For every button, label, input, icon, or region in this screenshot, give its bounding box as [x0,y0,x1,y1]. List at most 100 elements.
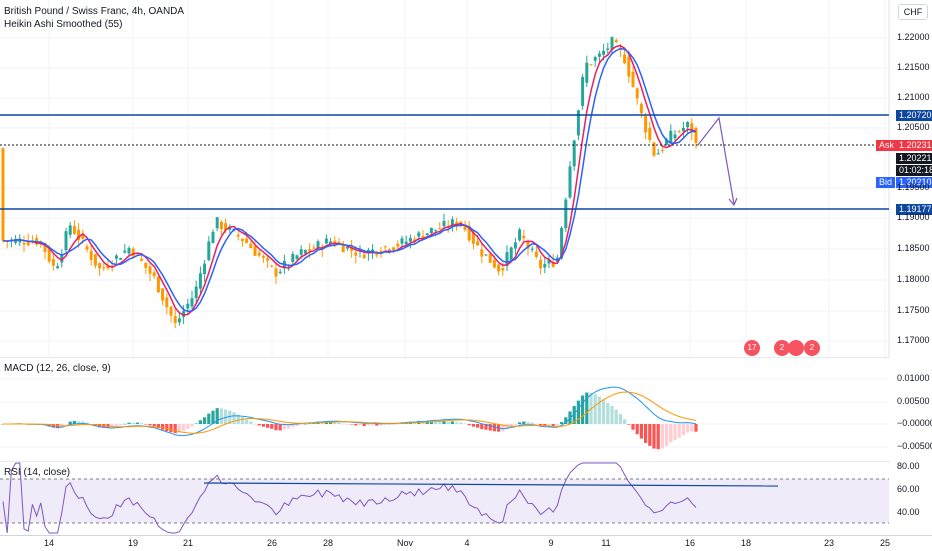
candle-body [68,225,72,235]
macd-histogram-bar [644,424,648,443]
macd-histogram-bar [110,424,114,428]
currency-button[interactable]: CHF [898,4,928,20]
macd-histogram-bar [635,424,639,435]
candle-body [345,246,349,249]
event-marker-flag-icon[interactable] [788,340,804,356]
macd-histogram-bar [467,424,471,426]
macd-histogram-bar [329,421,333,424]
macd-histogram-bar [480,424,484,430]
macd-histogram-bar [555,424,559,426]
candle-body [207,241,211,261]
macd-histogram-bar [375,424,379,426]
event-marker-flag-icon[interactable]: 2 [804,340,820,356]
macd-histogram-bar [639,424,643,439]
macd-histogram-bar [257,424,261,426]
candle-body [534,251,538,257]
event-marker-flag-icon[interactable]: 2 [774,340,790,356]
countdown-tag: 01:02:18 [896,165,932,176]
ask-label: Ask [876,140,898,151]
time-axis[interactable] [0,535,932,551]
candle-body [408,238,412,242]
macd-histogram-bar [312,423,316,424]
smoothed-ma-red-line [2,44,697,316]
candle-body [274,268,278,277]
candle-body [660,149,664,151]
candle-body [484,254,488,256]
candle-body [51,259,55,266]
candle-body [379,250,383,254]
price-gridlines [0,0,889,357]
macd-histogram-bar [413,422,417,424]
price-axis-tick: 1.21000 [897,92,930,102]
macd-histogram-bar [547,424,551,426]
candle-body [387,249,391,252]
macd-histogram-bar [665,424,669,446]
macd-histogram-bar [253,423,257,425]
candle-body [467,226,471,241]
macd-gridlines [0,378,889,448]
macd-histogram-bar [228,410,232,424]
price-chart[interactable] [0,0,890,357]
candle-body [497,264,501,272]
candle-body [26,240,30,246]
macd-histogram-bar [165,424,169,432]
candle-body [22,243,26,245]
candle-body [186,303,190,309]
macd-histogram-bar [72,420,76,424]
price-axis-tick: 1.21500 [897,62,930,72]
candle-body [354,252,358,256]
macd-histogram-bar [585,392,589,424]
candle-body [589,64,593,66]
candle-body [203,263,207,275]
time-axis-tick: 18 [740,538,751,548]
candle-body [652,142,656,156]
support-price-tag: 1.19177 [896,204,932,215]
macd-histogram-bar [240,417,244,424]
macd-histogram-bar [518,422,522,424]
candle-body [421,236,425,239]
macd-pane[interactable] [0,357,890,461]
macd-histogram-bar [282,424,286,430]
macd-histogram-bar [203,417,207,424]
candle-body [505,252,509,266]
rsi-label[interactable]: RSI (14, close) [4,467,71,478]
macd-histogram-bar [660,424,664,449]
rsi-axis-tick: 60.00 [897,484,920,494]
candle-body [236,234,240,237]
candle-body [148,266,152,274]
candle-body [614,40,618,43]
macd-histogram-bar [383,424,387,425]
candle-body [656,153,660,155]
macd-histogram-bar [261,424,265,427]
candle-body [144,262,148,268]
macd-histogram-bar [631,424,635,430]
candle-body [383,246,387,248]
macd-histogram-bar [362,424,366,427]
macd-histogram-bar [576,400,580,424]
macd-histogram-bar [278,424,282,431]
rsi-axis-tick: 40.00 [897,507,920,517]
rsi-pane[interactable] [0,461,890,535]
event-marker-flag-icon[interactable]: 17 [744,340,760,356]
candle-body [530,248,534,250]
indicator-label[interactable]: Heikin Ashi Smoothed (55) [4,19,123,30]
macd-histogram-bar [51,424,55,428]
macd-histogram-bar [681,424,685,436]
macd-histogram-bar [623,419,627,424]
macd-histogram-bar [177,424,181,433]
candle-body [56,266,60,269]
price-axis-tick: 1.18000 [897,274,930,284]
candle-body [463,224,467,230]
candle-body [450,219,454,226]
macd-histogram-bar [249,421,253,424]
macd-label[interactable]: MACD (12, 26, close, 9) [4,363,111,374]
macd-histogram-bar [530,422,534,424]
candle-body [635,88,639,99]
candle-body [257,252,261,256]
macd-histogram-bar [572,405,576,424]
candle-body [560,227,564,259]
macd-histogram-bar [606,403,610,424]
macd-histogram-bar [602,399,606,424]
macd-histogram-bar [648,424,652,446]
macd-histogram-bar [589,392,593,424]
